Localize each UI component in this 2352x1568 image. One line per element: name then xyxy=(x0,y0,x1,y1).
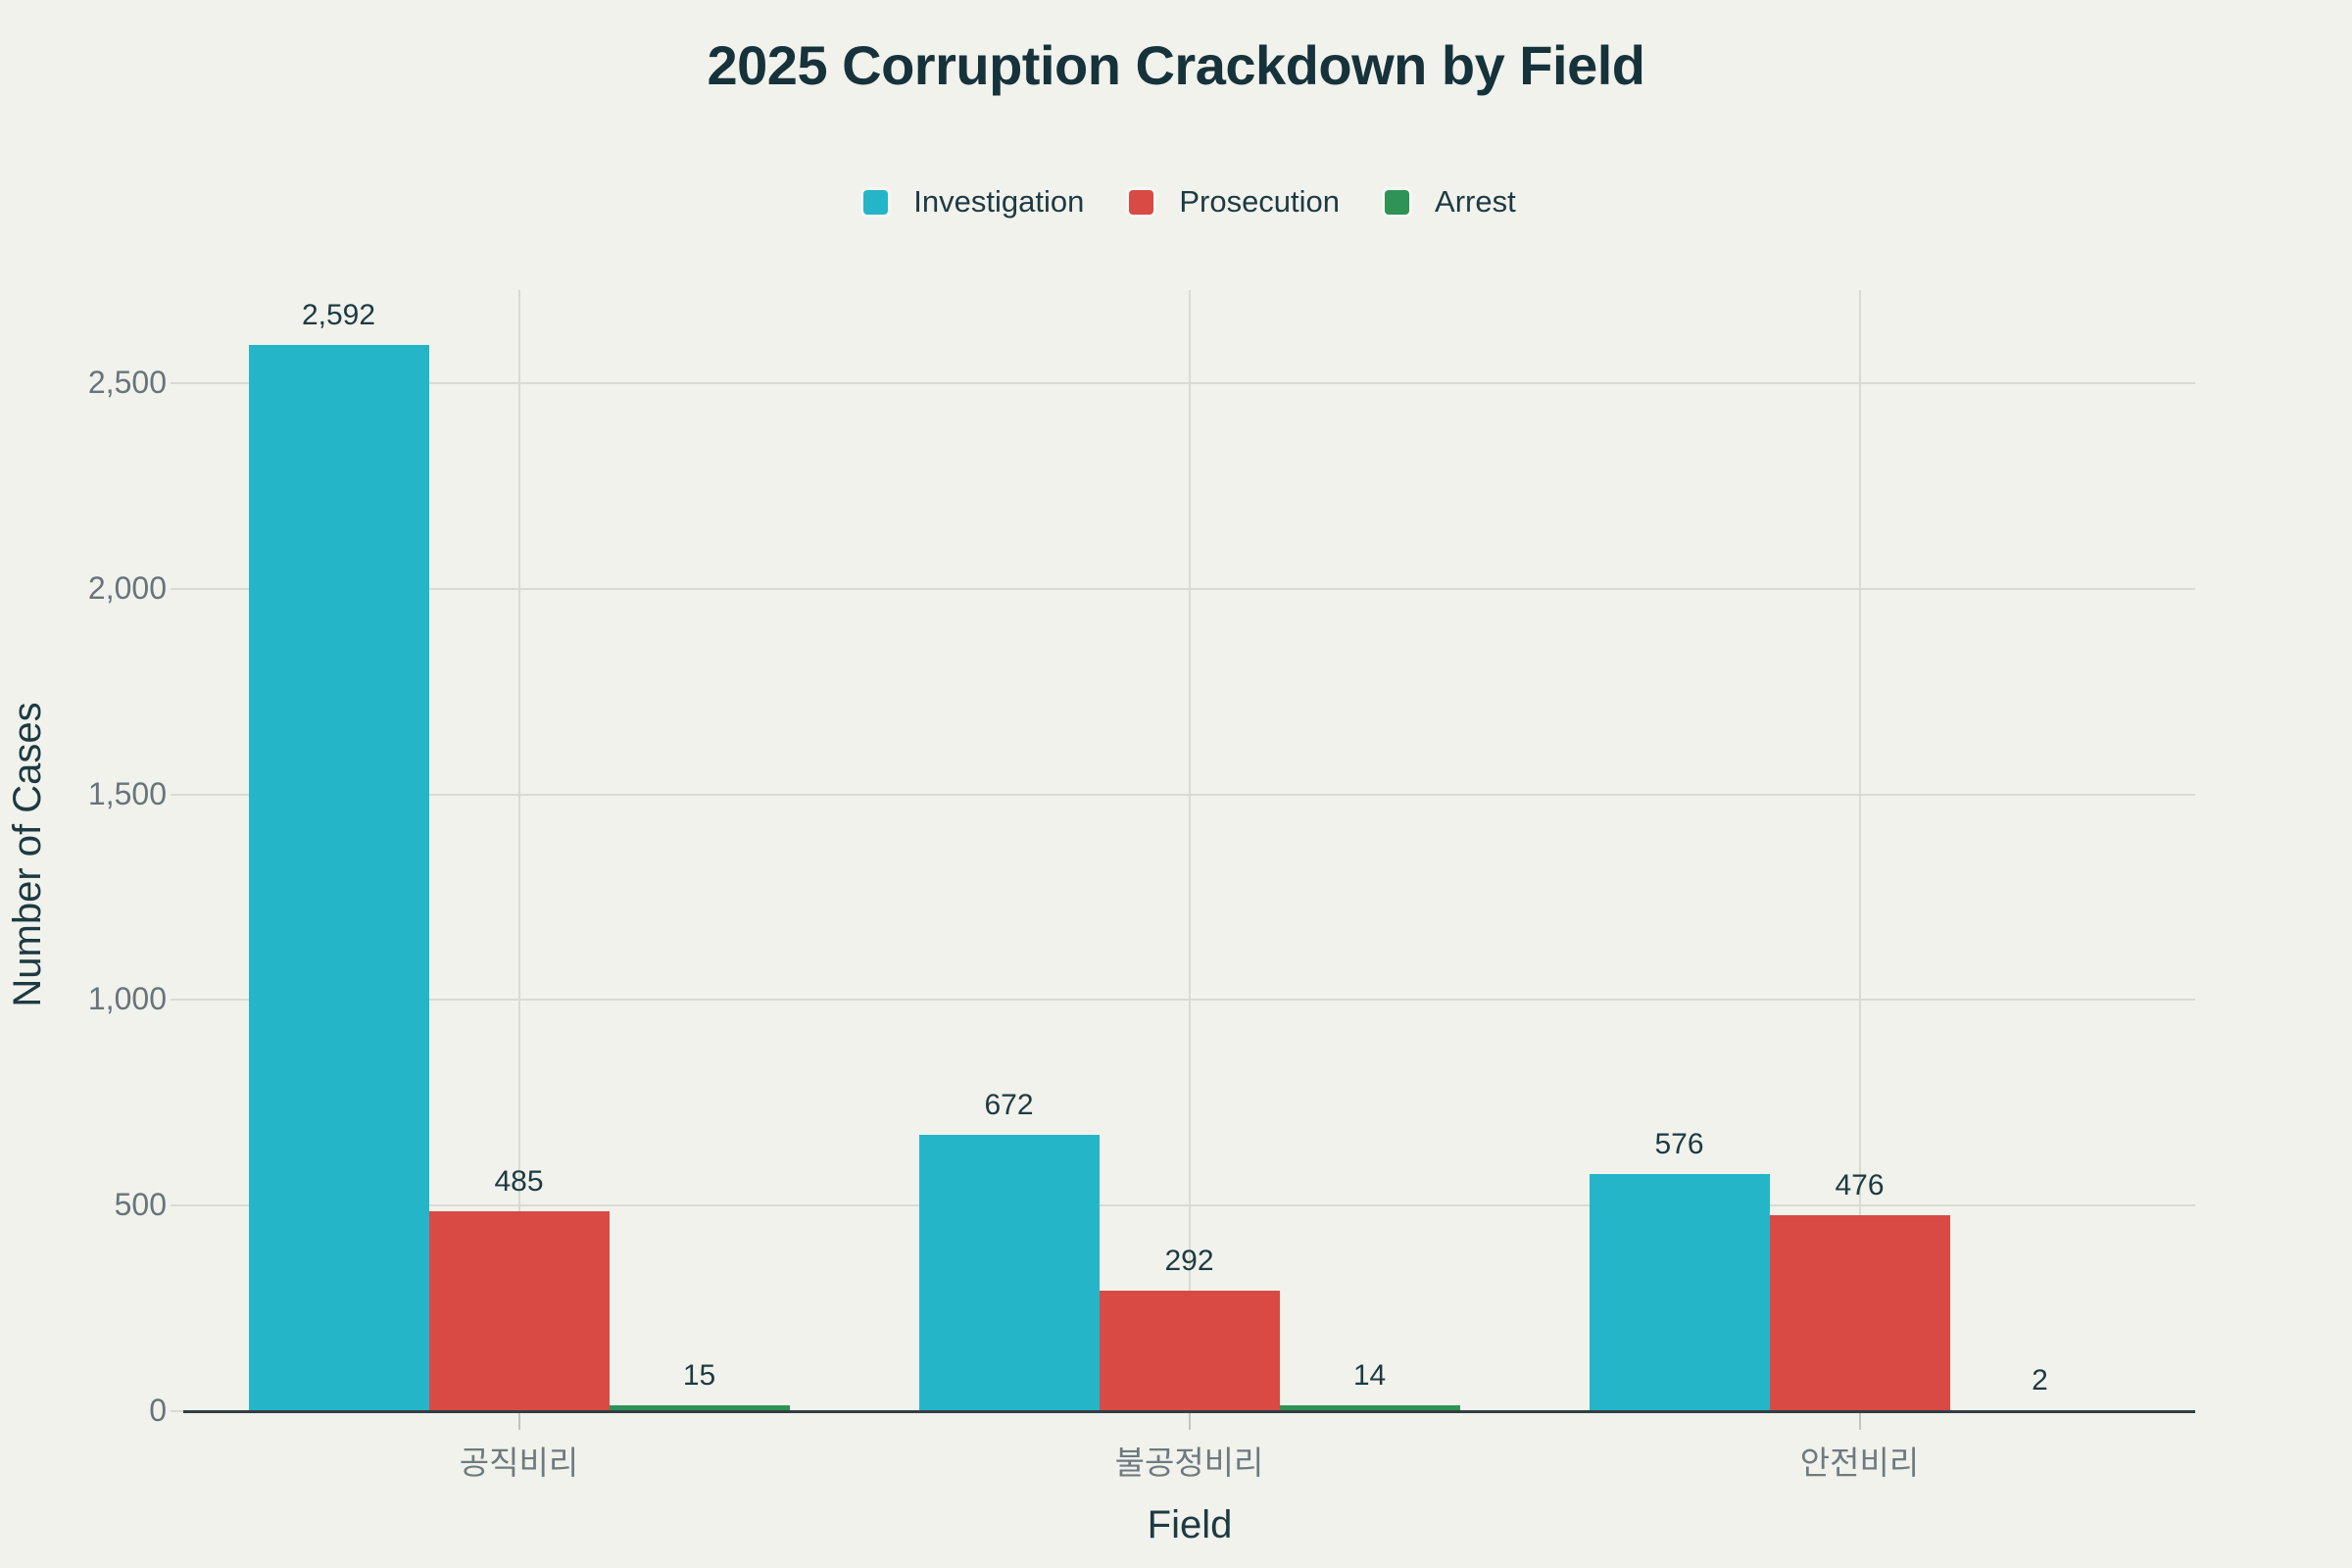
chart-title: 2025 Corruption Crackdown by Field xyxy=(707,34,1645,96)
y-tick-label: 2,500 xyxy=(87,365,167,400)
legend-label: Arrest xyxy=(1435,184,1516,219)
category-label: 공직비리 xyxy=(459,1445,579,1481)
bar-value-label: 14 xyxy=(1352,1359,1387,1393)
legend-marker-icon xyxy=(863,189,889,215)
bar-value-label: 476 xyxy=(1835,1169,1885,1202)
x-axis-line xyxy=(183,1410,2195,1413)
y-tick-label: 1,500 xyxy=(87,775,167,811)
bar-arrest-2 xyxy=(1279,1405,1460,1411)
bar-prosecution-1 xyxy=(428,1211,610,1411)
category-label: 안전비리 xyxy=(1799,1445,1920,1481)
legend-item-arrest[interactable]: Arrest xyxy=(1385,184,1516,220)
legend-item-investigation[interactable]: Investigation xyxy=(863,184,1084,220)
bar-investigation-3 xyxy=(1589,1174,1770,1411)
x-axis-tick xyxy=(517,1413,520,1430)
y-tick-label: 2,000 xyxy=(87,569,167,606)
bar-value-label: 2,592 xyxy=(301,299,376,332)
bar-value-label: 576 xyxy=(1654,1128,1704,1161)
category-label: 불공정비리 xyxy=(1114,1445,1264,1481)
x-axis-tick xyxy=(1188,1413,1191,1430)
y-tick-label: 0 xyxy=(149,1393,167,1428)
bar-value-label: 672 xyxy=(984,1089,1034,1122)
legend-item-prosecution[interactable]: Prosecution xyxy=(1129,184,1340,220)
vertical-gridline xyxy=(1188,290,1191,1411)
bar-prosecution-3 xyxy=(1769,1215,1950,1411)
legend-marker-icon xyxy=(1129,189,1154,215)
horizontal-gridline xyxy=(171,1204,2195,1207)
horizontal-gridline xyxy=(171,382,2195,384)
bar-arrest-1 xyxy=(609,1404,790,1411)
x-axis-tick xyxy=(1858,1413,1861,1430)
bar-investigation-1 xyxy=(248,345,429,1411)
x-axis-title: Field xyxy=(1147,1503,1233,1546)
legend-label: Prosecution xyxy=(1179,184,1341,219)
bar-value-label: 292 xyxy=(1164,1245,1214,1278)
bar-investigation-2 xyxy=(918,1135,1100,1411)
bar-prosecution-2 xyxy=(1099,1291,1280,1411)
vertical-gridline xyxy=(1858,290,1861,1411)
vertical-gridline xyxy=(517,290,520,1411)
horizontal-gridline xyxy=(171,793,2195,796)
bar-value-label: 15 xyxy=(682,1358,716,1392)
legend: Investigation Prosecution Arrest xyxy=(184,184,2195,220)
bar-value-label: 2 xyxy=(2032,1364,2048,1396)
y-tick-label: 500 xyxy=(114,1187,167,1223)
y-tick-label: 1,000 xyxy=(87,981,167,1017)
bar-value-label: 485 xyxy=(494,1165,544,1199)
horizontal-gridline xyxy=(171,999,2195,1002)
horizontal-gridline xyxy=(171,587,2195,590)
legend-label: Investigation xyxy=(913,184,1085,219)
horizontal-gridline xyxy=(171,1410,183,1412)
legend-marker-icon xyxy=(1385,189,1410,215)
